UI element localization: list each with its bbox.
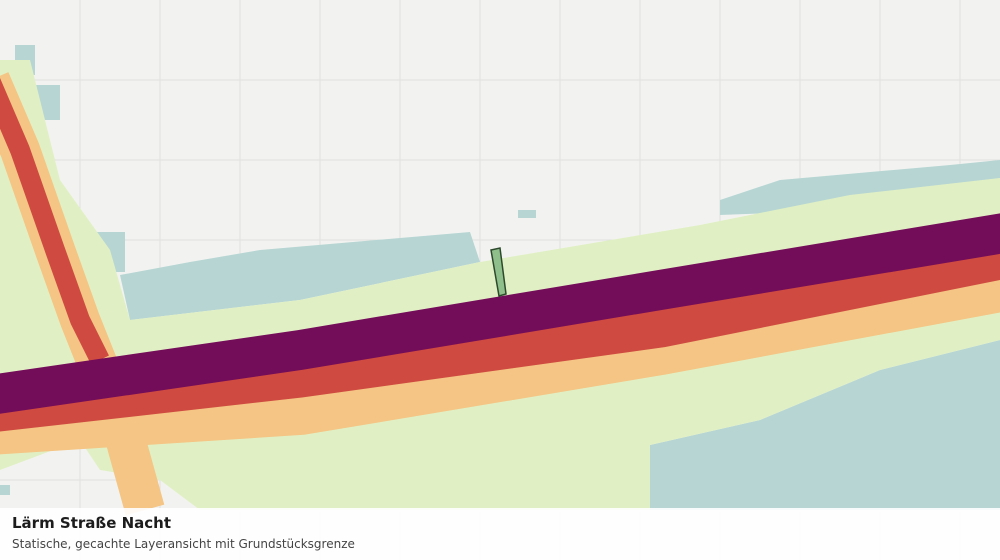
legend-title: Lärm Straße Nacht [12, 514, 172, 532]
legend-subtitle: Statische, gecachte Layeransicht mit Gru… [12, 537, 355, 551]
road-noise-bands [0, 72, 1000, 516]
parcel-boundary [490, 247, 507, 297]
legend: Lärm Straße Nacht Statische, gecachte La… [0, 508, 1000, 560]
